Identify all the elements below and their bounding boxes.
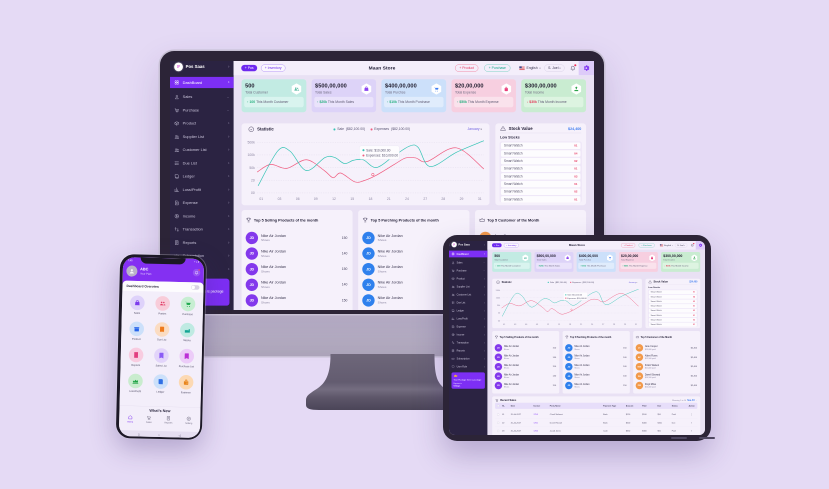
svg-text:21: 21	[387, 197, 391, 201]
svg-text:18: 18	[369, 197, 373, 201]
svg-text:09: 09	[314, 197, 318, 201]
svg-text:03: 03	[514, 324, 517, 326]
svg-text:Expenses: $10,000.00: Expenses: $10,000.00	[567, 298, 586, 300]
svg-text:20: 20	[251, 178, 255, 182]
svg-text:28: 28	[441, 197, 445, 201]
svg-text:01: 01	[259, 197, 263, 201]
svg-text:50k: 50k	[249, 166, 255, 170]
svg-text:31: 31	[478, 197, 482, 201]
svg-text:28: 28	[613, 324, 616, 326]
svg-text:27: 27	[423, 197, 427, 201]
svg-text:12: 12	[547, 324, 550, 326]
svg-text:29: 29	[460, 197, 464, 201]
svg-text:12: 12	[332, 197, 336, 201]
svg-text:100k: 100k	[496, 297, 501, 299]
svg-text:Sale: $10,000.00: Sale: $10,000.00	[567, 295, 582, 297]
svg-text:500k: 500k	[247, 140, 255, 144]
svg-text:31: 31	[635, 324, 638, 326]
svg-text:27: 27	[602, 324, 605, 326]
svg-text:00: 00	[498, 320, 501, 322]
svg-text:15: 15	[558, 324, 561, 326]
svg-text:09: 09	[536, 324, 539, 326]
svg-text:100k: 100k	[247, 153, 255, 157]
svg-text:21: 21	[580, 324, 583, 326]
svg-text:06: 06	[296, 197, 300, 201]
svg-text:29: 29	[624, 324, 627, 326]
svg-text:18: 18	[569, 324, 572, 326]
svg-text:50k: 50k	[497, 305, 501, 307]
svg-text:500k: 500k	[496, 290, 501, 292]
svg-text:15: 15	[350, 197, 354, 201]
svg-text:00: 00	[251, 191, 255, 195]
svg-text:Sale: $10,000.00: Sale: $10,000.00	[366, 148, 391, 152]
svg-text:20: 20	[498, 313, 501, 315]
svg-text:01: 01	[503, 324, 506, 326]
svg-text:24: 24	[405, 197, 409, 201]
svg-text:03: 03	[278, 197, 282, 201]
svg-text:Expenses: $10,000.00: Expenses: $10,000.00	[366, 154, 398, 158]
svg-text:06: 06	[525, 324, 528, 326]
svg-text:24: 24	[591, 324, 594, 326]
